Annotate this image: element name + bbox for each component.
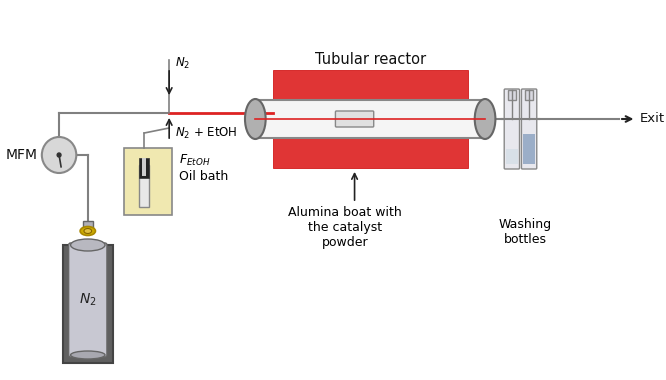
Ellipse shape	[71, 239, 105, 251]
FancyBboxPatch shape	[506, 149, 517, 164]
Text: $N_2$ + EtOH: $N_2$ + EtOH	[175, 125, 238, 141]
Text: Washing
bottles: Washing bottles	[499, 218, 552, 246]
Ellipse shape	[245, 99, 266, 139]
Text: Exit: Exit	[640, 112, 665, 125]
Text: Tubular reactor: Tubular reactor	[314, 52, 426, 68]
Text: Oil bath: Oil bath	[178, 169, 228, 182]
FancyBboxPatch shape	[139, 158, 149, 178]
FancyBboxPatch shape	[521, 89, 537, 169]
FancyBboxPatch shape	[124, 148, 172, 215]
Ellipse shape	[80, 226, 95, 236]
FancyBboxPatch shape	[63, 245, 113, 363]
Text: $N_2$: $N_2$	[175, 55, 190, 71]
FancyBboxPatch shape	[143, 158, 147, 176]
FancyBboxPatch shape	[508, 90, 515, 100]
Text: Alumina boat with
the catalyst
powder: Alumina boat with the catalyst powder	[288, 206, 402, 249]
Circle shape	[57, 153, 61, 157]
Text: $F_{EtOH}$: $F_{EtOH}$	[178, 152, 210, 168]
FancyBboxPatch shape	[83, 221, 93, 233]
FancyBboxPatch shape	[523, 134, 535, 164]
Ellipse shape	[475, 99, 496, 139]
FancyBboxPatch shape	[69, 243, 107, 357]
Bar	[272, 70, 468, 100]
Ellipse shape	[71, 351, 105, 359]
FancyBboxPatch shape	[504, 89, 519, 169]
Ellipse shape	[84, 228, 92, 233]
Bar	[255, 100, 485, 138]
FancyBboxPatch shape	[336, 111, 374, 127]
Bar	[272, 138, 468, 168]
Text: MFM: MFM	[6, 148, 38, 162]
FancyBboxPatch shape	[525, 90, 533, 100]
FancyBboxPatch shape	[139, 165, 149, 207]
Circle shape	[42, 137, 77, 173]
Text: $N_2$: $N_2$	[79, 292, 97, 308]
